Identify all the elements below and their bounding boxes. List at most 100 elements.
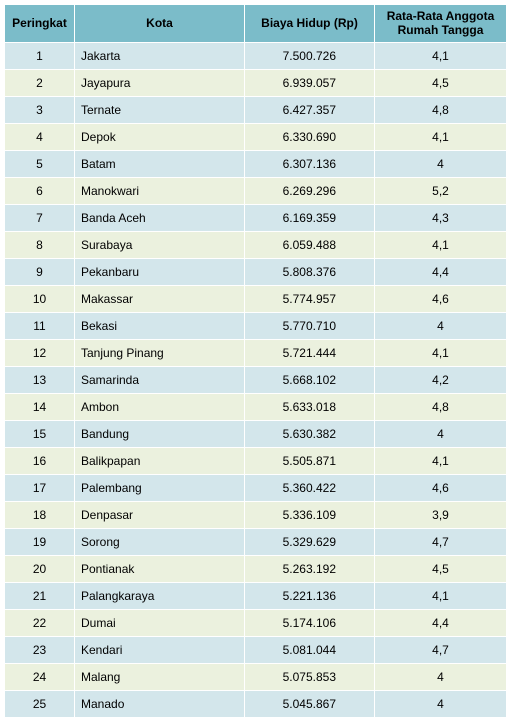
- table-row: 1Jakarta7.500.7264,1: [5, 42, 507, 69]
- cell-anggota: 4,1: [375, 582, 507, 609]
- cell-biaya: 6.330.690: [245, 123, 375, 150]
- cell-anggota: 4,1: [375, 123, 507, 150]
- cell-biaya: 5.630.382: [245, 420, 375, 447]
- cell-anggota: 4,8: [375, 96, 507, 123]
- cell-kota: Depok: [75, 123, 245, 150]
- cell-kota: Banda Aceh: [75, 204, 245, 231]
- table-header-row: Peringkat Kota Biaya Hidup (Rp) Rata-Rat…: [5, 5, 507, 43]
- cell-biaya: 5.329.629: [245, 528, 375, 555]
- cell-kota: Malang: [75, 663, 245, 690]
- col-header-kota: Kota: [75, 5, 245, 43]
- cell-rank: 9: [5, 258, 75, 285]
- cell-biaya: 5.774.957: [245, 285, 375, 312]
- cell-kota: Kendari: [75, 636, 245, 663]
- table-row: 10Makassar5.774.9574,6: [5, 285, 507, 312]
- cell-biaya: 5.808.376: [245, 258, 375, 285]
- cell-kota: Ternate: [75, 96, 245, 123]
- cell-biaya: 6.427.357: [245, 96, 375, 123]
- cell-kota: Sorong: [75, 528, 245, 555]
- cell-rank: 13: [5, 366, 75, 393]
- cell-biaya: 5.081.044: [245, 636, 375, 663]
- col-header-anggota-line1: Rata-Rata Anggota: [387, 9, 495, 23]
- cell-rank: 16: [5, 447, 75, 474]
- cell-biaya: 5.770.710: [245, 312, 375, 339]
- cell-biaya: 5.721.444: [245, 339, 375, 366]
- table-row: 11Bekasi5.770.7104: [5, 312, 507, 339]
- cell-kota: Samarinda: [75, 366, 245, 393]
- cell-kota: Denpasar: [75, 501, 245, 528]
- cell-kota: Jayapura: [75, 69, 245, 96]
- cell-rank: 25: [5, 690, 75, 717]
- cell-rank: 10: [5, 285, 75, 312]
- cell-anggota: 4,5: [375, 555, 507, 582]
- table-row: 24Malang5.075.8534: [5, 663, 507, 690]
- cell-kota: Ambon: [75, 393, 245, 420]
- cell-anggota: 4: [375, 690, 507, 717]
- col-header-anggota-line2: Rumah Tangga: [398, 23, 484, 37]
- cell-kota: Batam: [75, 150, 245, 177]
- cell-kota: Bekasi: [75, 312, 245, 339]
- cell-rank: 15: [5, 420, 75, 447]
- cell-rank: 2: [5, 69, 75, 96]
- cell-anggota: 4,1: [375, 339, 507, 366]
- table-row: 7Banda Aceh6.169.3594,3: [5, 204, 507, 231]
- cell-kota: Pontianak: [75, 555, 245, 582]
- cell-biaya: 5.075.853: [245, 663, 375, 690]
- cell-biaya: 5.221.136: [245, 582, 375, 609]
- cell-anggota: 4,6: [375, 285, 507, 312]
- cell-kota: Palembang: [75, 474, 245, 501]
- cell-anggota: 5,2: [375, 177, 507, 204]
- cell-biaya: 5.263.192: [245, 555, 375, 582]
- col-header-biaya: Biaya Hidup (Rp): [245, 5, 375, 43]
- cell-kota: Pekanbaru: [75, 258, 245, 285]
- table-row: 2Jayapura6.939.0574,5: [5, 69, 507, 96]
- cell-rank: 5: [5, 150, 75, 177]
- cell-kota: Manado: [75, 690, 245, 717]
- cell-biaya: 5.360.422: [245, 474, 375, 501]
- cell-anggota: 4,7: [375, 528, 507, 555]
- cell-anggota: 4: [375, 420, 507, 447]
- cell-biaya: 5.045.867: [245, 690, 375, 717]
- cell-anggota: 4,4: [375, 609, 507, 636]
- cell-biaya: 5.668.102: [245, 366, 375, 393]
- table-row: 14Ambon5.633.0184,8: [5, 393, 507, 420]
- cell-rank: 4: [5, 123, 75, 150]
- cell-anggota: 3,9: [375, 501, 507, 528]
- table-row: 13Samarinda5.668.1024,2: [5, 366, 507, 393]
- cell-kota: Bandung: [75, 420, 245, 447]
- col-header-rank: Peringkat: [5, 5, 75, 43]
- cost-of-living-table: Peringkat Kota Biaya Hidup (Rp) Rata-Rat…: [4, 4, 507, 718]
- cell-biaya: 6.939.057: [245, 69, 375, 96]
- cell-kota: Manokwari: [75, 177, 245, 204]
- table-row: 12Tanjung Pinang5.721.4444,1: [5, 339, 507, 366]
- table-row: 8Surabaya6.059.4884,1: [5, 231, 507, 258]
- cell-anggota: 4: [375, 663, 507, 690]
- cell-anggota: 4,8: [375, 393, 507, 420]
- table-row: 19Sorong5.329.6294,7: [5, 528, 507, 555]
- table-row: 15Bandung5.630.3824: [5, 420, 507, 447]
- cell-rank: 24: [5, 663, 75, 690]
- cell-biaya: 6.307.136: [245, 150, 375, 177]
- cell-anggota: 4,6: [375, 474, 507, 501]
- cell-biaya: 5.633.018: [245, 393, 375, 420]
- cell-rank: 22: [5, 609, 75, 636]
- cell-kota: Tanjung Pinang: [75, 339, 245, 366]
- table-row: 22Dumai5.174.1064,4: [5, 609, 507, 636]
- cell-anggota: 4,7: [375, 636, 507, 663]
- cell-anggota: 4,4: [375, 258, 507, 285]
- table-row: 6Manokwari6.269.2965,2: [5, 177, 507, 204]
- cell-kota: Palangkaraya: [75, 582, 245, 609]
- cell-rank: 20: [5, 555, 75, 582]
- table-row: 3Ternate6.427.3574,8: [5, 96, 507, 123]
- cell-anggota: 4: [375, 150, 507, 177]
- cell-rank: 6: [5, 177, 75, 204]
- cell-kota: Balikpapan: [75, 447, 245, 474]
- table-body: 1Jakarta7.500.7264,12Jayapura6.939.0574,…: [5, 42, 507, 717]
- cell-kota: Surabaya: [75, 231, 245, 258]
- cell-biaya: 5.174.106: [245, 609, 375, 636]
- table-row: 23Kendari5.081.0444,7: [5, 636, 507, 663]
- cell-rank: 18: [5, 501, 75, 528]
- cell-kota: Makassar: [75, 285, 245, 312]
- cell-biaya: 6.169.359: [245, 204, 375, 231]
- table-row: 9Pekanbaru5.808.3764,4: [5, 258, 507, 285]
